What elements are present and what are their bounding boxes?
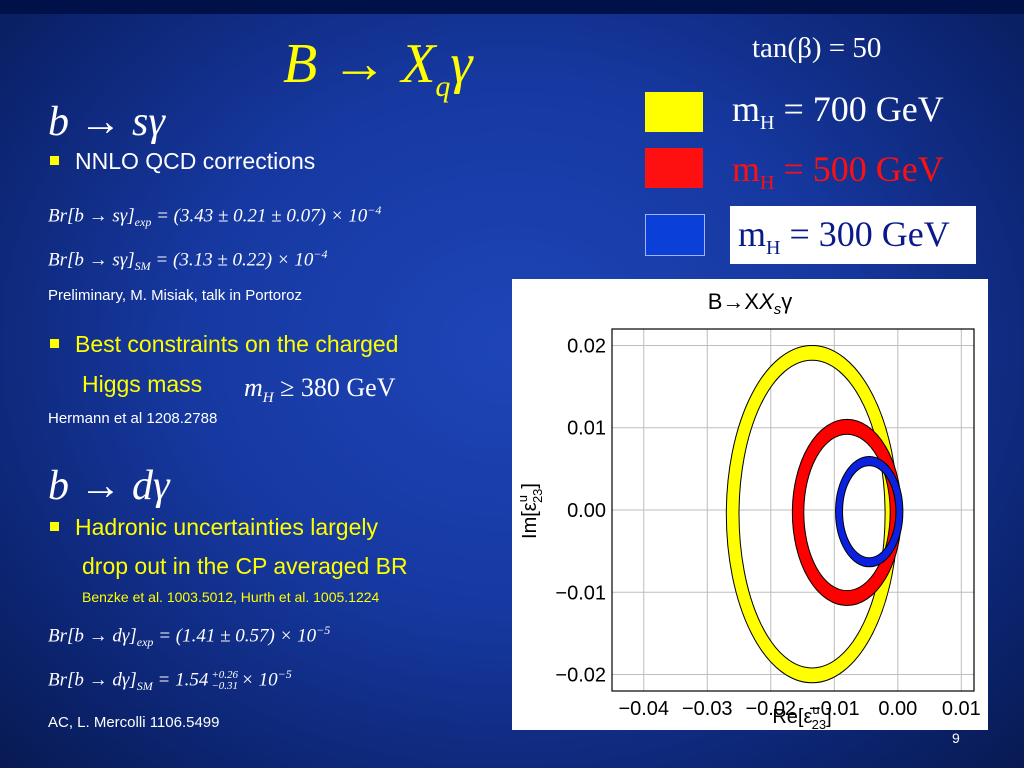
ring-series-0	[725, 344, 899, 684]
ref-benzke: Benzke et al. 1003.5012, Hurth et al. 10…	[82, 589, 380, 605]
formula-bsg-sm: Br[b → sγ]SM = (3.13 ± 0.22) × 10−4	[48, 247, 328, 274]
epsilon-plot: B→XXsγ −0.04 −0.03 −0.02 −0.01 0.00 0.01 −0.02…	[515, 289, 981, 732]
page-number: 9	[952, 730, 960, 746]
x-tick-label: −0.02	[745, 698, 796, 720]
bullet-best-constraints-line2: Higgs mass	[82, 371, 203, 397]
bullet-marker	[50, 339, 59, 348]
ref-misiak: Preliminary, M. Misiak, talk in Portoroz	[48, 287, 302, 304]
y-axis-label: Im[εu23]	[515, 483, 545, 539]
formula-bdg-sm: Br[b → dγ]SM = 1.54 +0.26 −0.31 × 10−5	[48, 667, 292, 694]
y-tick-label: 0.02	[567, 335, 606, 357]
legend-swatch-blue	[645, 214, 705, 256]
bullet-marker	[50, 156, 59, 165]
chart-title: B→XXsγ	[708, 289, 793, 318]
y-tick-label: 0.00	[567, 500, 606, 522]
legend-label-300: mH = 300 GeV	[738, 214, 950, 259]
y-tick-label: −0.01	[555, 582, 606, 604]
bullet-hadronic: Hadronic uncertainties largely	[50, 514, 378, 541]
slide-title: B → Xqγ	[283, 33, 473, 103]
legend-label-500: mH = 500 GeV	[732, 149, 944, 194]
legend-label-700: mH = 700 GeV	[732, 89, 944, 134]
bullet-best-constraints: Best constraints on the charged	[50, 331, 398, 358]
x-tick-label: −0.04	[618, 698, 669, 720]
tan-beta-label: tan(β) = 50	[752, 32, 882, 64]
formula-bsg-exp: Br[b → sγ]exp = (3.43 ± 0.21 ± 0.07) × 1…	[48, 203, 382, 230]
mass-bound: mH ≥ 380 GeV	[244, 373, 396, 407]
x-tick-label: −0.03	[682, 698, 733, 720]
legend-swatch-red	[645, 148, 703, 188]
heading-b-to-s-gamma: b → sγ	[48, 99, 165, 145]
ref-mercolli: AC, L. Mercolli 1106.5499	[48, 714, 220, 731]
heading-b-to-d-gamma: b → dγ	[48, 463, 170, 509]
bullet-marker	[50, 522, 59, 531]
x-tick-label: 0.01	[942, 698, 981, 720]
x-tick-label: −0.01	[809, 698, 860, 720]
x-tick-label: 0.00	[878, 698, 917, 720]
legend-swatch-yellow	[645, 92, 703, 132]
plot-frame	[611, 328, 975, 692]
slide-top-bar	[0, 0, 1024, 14]
y-tick-label: −0.02	[555, 665, 606, 687]
bullet-nnlo: NNLO QCD corrections	[50, 148, 315, 175]
y-tick-label: 0.01	[567, 418, 606, 440]
formula-bdg-exp: Br[b → dγ]exp = (1.41 ± 0.57) × 10−5	[48, 623, 331, 650]
bullet-hadronic-line2: drop out in the CP averaged BR	[82, 553, 408, 579]
legend-box-300	[730, 206, 976, 264]
plot-panel: B→XXsγ −0.04 −0.03 −0.02 −0.01 0.00 0.01 −0.02…	[512, 279, 988, 732]
x-axis-label: Re[εu 23]	[772, 702, 831, 730]
ring-series-2	[835, 455, 904, 568]
ref-hermann: Hermann et al 1208.2788	[48, 410, 218, 427]
